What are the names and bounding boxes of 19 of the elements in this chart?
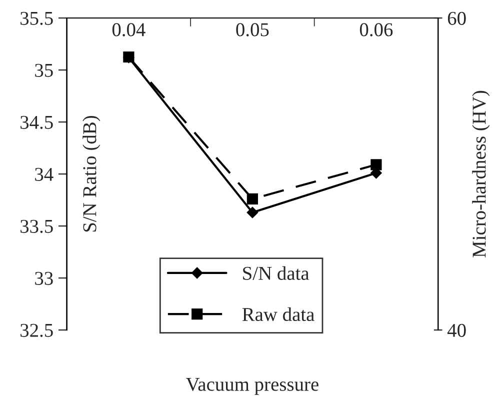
y-tick-label: 35: [35, 64, 53, 77]
y-tick-label: 35.5: [20, 12, 53, 26]
x-tick-label: 0.04: [112, 23, 146, 36]
legend-label: S/N data: [243, 266, 310, 280]
legend-label: Raw data: [242, 307, 314, 322]
x-tick-label: 0.05: [236, 23, 269, 36]
point: [246, 193, 258, 205]
y-tick-label: 33: [35, 272, 53, 285]
x-tick-label: 0.06: [360, 23, 393, 36]
point: [370, 159, 382, 170]
y-tick-label: 34: [35, 168, 54, 181]
y2-tick-label: 60: [448, 12, 466, 25]
y-tick-label: 33.5: [20, 220, 53, 234]
y2-tick-label: 40: [447, 324, 466, 337]
y-axis-title: S/N Ratio (dB): [82, 116, 100, 232]
y-tick-label: 34.5: [20, 116, 53, 130]
y2-axis-title: Micro-hardness (HV): [472, 90, 490, 258]
y-tick-label: 32.5: [20, 324, 53, 338]
x-axis-title: Vacuum pressure: [186, 378, 318, 395]
